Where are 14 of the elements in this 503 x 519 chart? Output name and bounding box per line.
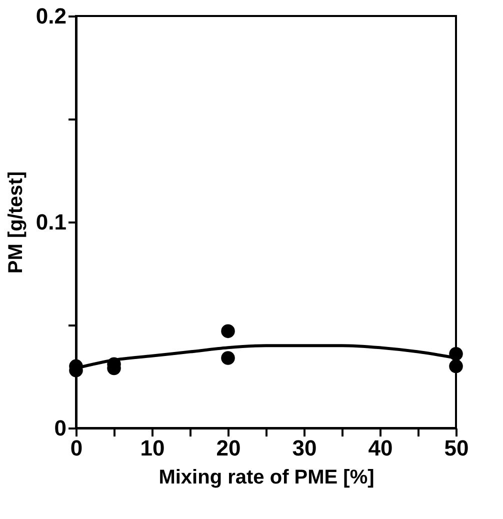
x-tick-label: 40	[368, 436, 393, 460]
y-tick-label: 0.1	[36, 210, 66, 234]
point	[221, 324, 235, 338]
y-tick-label: 0.2	[36, 4, 66, 28]
y-axis-title: PM [g/test]	[4, 171, 27, 274]
x-axis-title: Mixing rate of PME [%]	[158, 466, 374, 488]
y-tick-label: 0	[54, 416, 66, 440]
x-tick-label: 30	[292, 436, 317, 460]
x-tick-label: 0	[70, 436, 83, 460]
point	[449, 359, 463, 374]
x-tick-label: 10	[140, 436, 165, 460]
point	[221, 351, 235, 365]
x-tick-label: 50	[444, 436, 469, 460]
x-tick-label: 20	[216, 436, 241, 460]
